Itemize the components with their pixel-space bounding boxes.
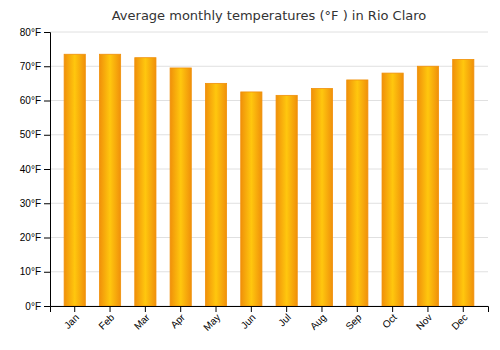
y-tick-label: 70°F — [20, 61, 41, 72]
x-tick-mark — [251, 306, 252, 312]
y-tick: 40°F — [20, 164, 50, 175]
bar — [311, 89, 332, 306]
x-tick-mark — [357, 306, 358, 312]
x-tick: Oct — [380, 306, 399, 330]
y-tick: 60°F — [20, 95, 50, 106]
y-tick: 80°F — [20, 27, 50, 38]
bar — [205, 83, 226, 306]
x-tick-mark — [180, 306, 181, 312]
x-tick: Jun — [239, 306, 258, 331]
y-tick-label: 0°F — [25, 301, 41, 312]
y-tick-mark — [44, 66, 50, 67]
y-tick: 50°F — [20, 129, 50, 140]
y-tick-label: 80°F — [20, 27, 41, 38]
y-tick-label: 30°F — [20, 198, 41, 209]
x-tick-label: Apr — [168, 311, 187, 330]
x-tick-label: Feb — [96, 311, 116, 331]
x-tick: Sep — [343, 306, 364, 332]
y-tick-label: 40°F — [20, 164, 41, 175]
x-tick-mark — [74, 306, 75, 312]
x-tick-label: Dec — [449, 312, 469, 332]
x-tick: Aug — [308, 306, 328, 332]
x-axis: Jan Feb Mar Apr May Jun Jul Aug Sep Oct Nov Dec — [51, 306, 489, 333]
x-tick-mark — [216, 306, 217, 312]
bar — [276, 95, 297, 306]
y-tick-mark — [44, 32, 50, 33]
x-tick-mark — [110, 306, 111, 312]
x-tick-label: Oct — [380, 312, 399, 331]
x-tick: Nov — [414, 306, 434, 332]
grid-line — [50, 32, 488, 33]
bar — [170, 68, 191, 306]
x-tick-label: Nov — [414, 312, 434, 332]
y-tick: 0°F — [25, 301, 50, 312]
x-tick-mark — [427, 306, 428, 312]
bar — [347, 80, 368, 306]
y-tick-mark — [44, 135, 50, 136]
y-tick: 30°F — [20, 198, 50, 209]
bar — [64, 54, 85, 306]
bar — [241, 92, 262, 306]
axis-line — [51, 307, 489, 313]
bar — [453, 59, 474, 306]
plot-area: Jan Feb Mar Apr May Jun Jul Aug Sep Oct Nov Dec 0°F 1… — [20, 27, 489, 333]
x-tick-mark — [145, 306, 146, 312]
y-tick: 10°F — [20, 266, 50, 277]
x-tick-mark — [392, 306, 393, 312]
x-tick-label: Jun — [239, 312, 258, 331]
y-tick-mark — [44, 306, 50, 307]
x-tick: Feb — [96, 306, 116, 332]
x-tick-label: Mar — [132, 311, 152, 331]
y-tick-mark — [44, 101, 50, 102]
y-axis: 0°F 10°F 20°F 30°F 40°F 50°F 60°F 70°F 80°F — [20, 27, 51, 312]
x-tick: Dec — [449, 306, 469, 332]
bar — [417, 66, 438, 306]
y-tick: 70°F — [20, 61, 50, 72]
x-tick-mark — [286, 306, 287, 312]
y-tick-label: 60°F — [20, 95, 41, 106]
bar — [99, 54, 120, 306]
x-tick: Jul — [276, 306, 293, 328]
bars — [64, 54, 474, 306]
x-tick-label: May — [201, 312, 222, 333]
y-tick-label: 10°F — [20, 266, 41, 277]
x-tick-label: Sep — [343, 311, 364, 332]
x-tick-label: Jul — [276, 312, 293, 329]
y-tick-label: 20°F — [20, 232, 41, 243]
y-tick-label: 50°F — [20, 129, 41, 140]
axis-line — [44, 33, 51, 307]
y-tick-mark — [44, 238, 50, 239]
y-tick-mark — [44, 272, 50, 273]
y-tick: 20°F — [20, 232, 50, 243]
x-tick-label: Aug — [308, 312, 328, 332]
x-tick: May — [201, 306, 222, 333]
y-tick-mark — [44, 203, 50, 204]
x-tick: Mar — [132, 306, 152, 332]
title: Average monthly temperatures (°F ) in Ri… — [112, 8, 427, 23]
x-tick-label: Jan — [62, 312, 81, 331]
x-tick-mark — [321, 306, 322, 312]
x-tick: Jan — [62, 306, 81, 331]
x-tick: Apr — [168, 306, 187, 330]
chart-container: Jan Feb Mar Apr May Jun Jul Aug Sep Oct Nov Dec 0°F 1… — [0, 0, 500, 350]
x-tick-mark — [463, 306, 464, 312]
grid — [50, 32, 488, 306]
bar — [135, 58, 156, 306]
bar — [382, 73, 403, 306]
chart-svg: Jan Feb Mar Apr May Jun Jul Aug Sep Oct Nov Dec 0°F 1… — [0, 0, 500, 350]
y-tick-mark — [44, 169, 50, 170]
